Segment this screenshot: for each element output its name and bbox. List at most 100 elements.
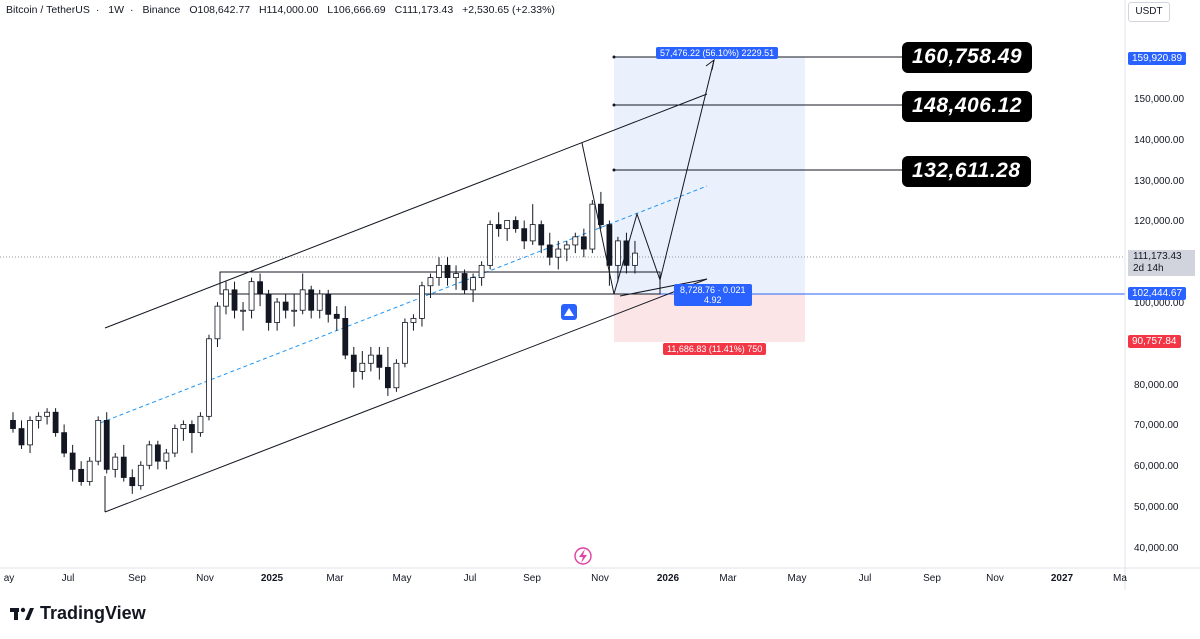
candle-up[interactable] [615,240,621,266]
profit-zone[interactable] [614,57,805,294]
tradingview-logo-icon [10,607,34,620]
projection-path[interactable] [581,59,715,295]
candle-down[interactable] [189,424,195,434]
ohlc-change: +2,530.65 (+2.33%) [462,4,555,16]
candle-up[interactable] [44,411,50,417]
candle-down[interactable] [333,313,340,319]
candle-down[interactable] [18,428,25,446]
candle-up[interactable] [146,444,153,466]
candle-up[interactable] [248,281,255,311]
lightning-icon[interactable] [574,547,592,565]
candle-up[interactable] [529,224,536,242]
candle-up[interactable] [589,203,596,250]
candle-up[interactable] [274,301,281,323]
candle-down[interactable] [597,203,604,225]
channel-mid-line[interactable] [99,185,708,424]
candle-up[interactable] [359,362,366,372]
tradingview-logo[interactable]: TradingView [10,603,146,624]
channel-upper-line[interactable] [104,93,708,329]
candle-down[interactable] [69,452,76,470]
time-label: Jul [61,573,75,584]
candle-down[interactable] [546,244,553,258]
candle-down[interactable] [325,293,332,315]
candle-up[interactable] [137,464,144,487]
candle-down[interactable] [495,224,502,230]
candle-up[interactable] [299,289,306,311]
channel-lower-line[interactable] [104,278,708,513]
candle-down[interactable] [129,477,136,487]
candle-up[interactable] [487,224,494,266]
candle-down[interactable] [512,220,519,230]
candle-down[interactable] [265,293,272,323]
candle-down[interactable] [580,236,587,250]
candle-down[interactable] [461,273,468,291]
candle-up[interactable] [197,415,204,434]
candle-up[interactable] [112,456,119,470]
candle-down[interactable] [623,240,630,266]
candle-up[interactable] [478,264,485,278]
candle-down[interactable] [342,317,349,356]
candle-up[interactable] [27,419,33,446]
candle-up[interactable] [555,248,562,258]
candle-up[interactable] [367,354,374,364]
candle-up[interactable] [240,309,246,312]
candle-up[interactable] [35,415,42,421]
candle-up[interactable] [427,277,434,287]
candle-down[interactable] [350,354,357,372]
candle-up[interactable] [419,285,425,319]
candle-down[interactable] [231,289,238,311]
candle-up[interactable] [572,236,579,246]
candle-up[interactable] [470,277,476,291]
candle-up[interactable] [436,264,442,278]
candle-down[interactable] [61,432,68,454]
candle-down[interactable] [52,411,59,434]
candle-up[interactable] [171,428,178,454]
candle-down[interactable] [444,264,451,278]
candle-up[interactable] [206,338,212,417]
currency-selector[interactable]: USDT [1128,2,1170,22]
symbol-name[interactable]: Bitcoin / TetherUS [6,4,90,16]
time-label: 2025 [260,573,284,584]
stop-price-tag: 90,757.84 [1128,335,1181,348]
candle-down[interactable] [103,419,110,470]
candle-down[interactable] [606,224,613,266]
candle-down[interactable] [376,354,383,368]
candle-down[interactable] [120,456,127,478]
candle-down[interactable] [384,366,391,389]
candle-up[interactable] [316,293,323,311]
candle-up[interactable] [632,252,638,266]
candle-up[interactable] [291,309,298,312]
candle-up[interactable] [214,305,221,340]
candle-up[interactable] [180,424,187,429]
time-label: Jul [463,573,477,584]
candle-down[interactable] [282,301,289,311]
candles-group[interactable] [10,191,638,494]
target1-callout[interactable]: 160,758.49 [902,42,1033,73]
candle-down[interactable] [10,419,16,429]
price-label: 40,000.00 [1134,543,1179,554]
candle-down[interactable] [521,228,528,242]
candle-down[interactable] [538,224,545,246]
candle-down[interactable] [78,468,85,482]
candle-down[interactable] [257,281,263,295]
target2-callout[interactable]: 148,406.12 [902,91,1033,122]
candle-up[interactable] [504,220,511,230]
candle-up[interactable] [223,289,229,307]
candle-down[interactable] [154,444,161,462]
price-chart[interactable] [0,0,1200,590]
candle-down[interactable] [308,289,315,311]
candle-up[interactable] [410,317,417,323]
candle-up[interactable] [453,273,459,278]
target3-callout[interactable]: 132,611.28 [902,156,1031,187]
candle-up[interactable] [95,419,102,462]
candle-up[interactable] [402,322,408,364]
candle-up[interactable] [563,244,570,250]
candle-up[interactable] [393,362,400,389]
candle-up[interactable] [86,460,93,483]
time-label: May [392,573,412,584]
candle-up[interactable] [163,452,170,462]
interval-label[interactable]: 1W [108,4,125,16]
chart-area[interactable]: Bitcoin / TetherUS · 1W · Binance O108,642… [0,0,1200,590]
signal-arrow-icon [564,308,574,316]
